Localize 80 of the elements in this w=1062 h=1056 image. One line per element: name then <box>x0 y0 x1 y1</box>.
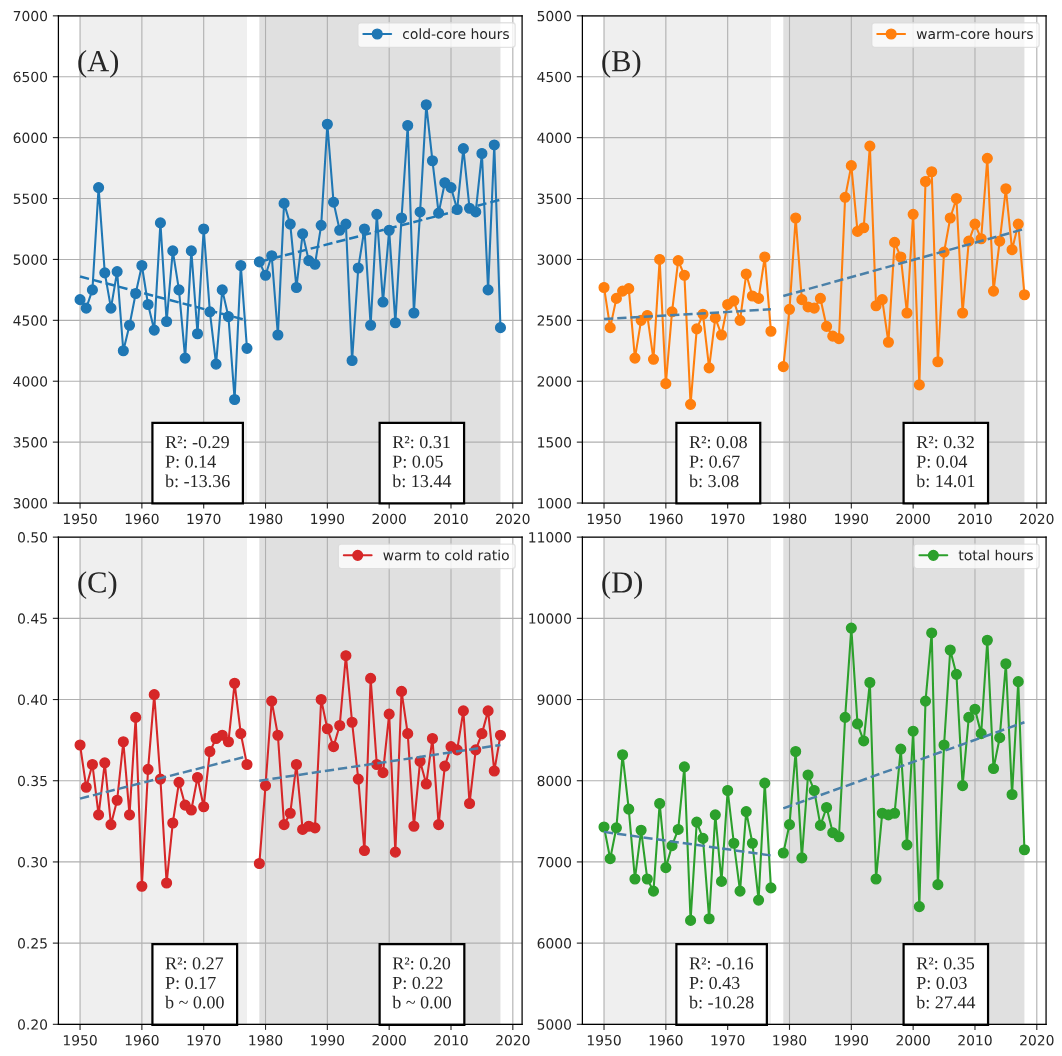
y-tick-label: 5500 <box>13 193 48 205</box>
x-tick-label: 1980 <box>249 513 283 525</box>
x-tick-label: 1980 <box>773 513 807 525</box>
annotation: R²: 0.08 P: 0.67 b: 3.08 <box>689 435 747 488</box>
x-tick-label: 1980 <box>249 1034 283 1046</box>
y-tick-label: 0.30 <box>17 856 48 868</box>
x-tick-label: 2010 <box>958 1034 992 1046</box>
annotation: R²: 0.31 P: 0.05 b: 13.44 <box>392 435 452 488</box>
annotation: R²: 0.20 P: 0.22 b ~ 0.00 <box>392 957 451 1009</box>
x-tick-label: 1950 <box>63 513 97 525</box>
x-tick-label: 2010 <box>958 513 992 525</box>
legend-label: warm-core hours <box>916 28 1033 40</box>
y-tick-label: 4000 <box>537 132 572 144</box>
annotation: R²: 0.32 P: 0.04 b: 14.01 <box>916 435 975 488</box>
legend-label: cold-core hours <box>403 28 509 40</box>
y-tick-label: 4000 <box>13 376 48 387</box>
x-tick-label: 1970 <box>187 1034 221 1046</box>
x-tick-label: 1990 <box>311 1034 345 1046</box>
y-tick-label: 0.50 <box>17 532 48 543</box>
x-tick-label: 2020 <box>1020 513 1054 525</box>
y-tick-label: 0.25 <box>17 938 47 949</box>
x-tick-label: 1990 <box>835 513 869 525</box>
y-tick-label: 3500 <box>537 193 572 205</box>
annotation: (D) <box>602 571 642 599</box>
x-tick-label: 2010 <box>434 513 468 525</box>
x-tick-label: 2000 <box>372 1034 406 1046</box>
x-tick-label: 2020 <box>496 513 530 525</box>
x-tick-label: 1960 <box>649 513 683 525</box>
x-tick-label: 1960 <box>125 513 159 525</box>
y-tick-label: 1000 <box>538 498 572 509</box>
y-tick-label: 0.20 <box>17 1019 48 1030</box>
x-tick-label: 2020 <box>496 1034 530 1046</box>
x-tick-label: 2000 <box>896 1034 930 1046</box>
x-tick-label: 2000 <box>372 513 406 525</box>
y-tick-label: 5000 <box>13 254 48 265</box>
annotation: (B) <box>602 49 641 78</box>
x-tick-label: 1960 <box>649 1034 683 1046</box>
x-tick-label: 1950 <box>63 1034 97 1046</box>
x-tick-label: 2000 <box>896 513 930 525</box>
x-tick-label: 2020 <box>1020 1034 1054 1046</box>
x-tick-label: 1970 <box>187 513 221 525</box>
y-tick-label: 10000 <box>529 613 572 624</box>
annotation: R²: -0.29 P: 0.14 b: -13.36 <box>165 435 230 488</box>
y-tick-label: 6500 <box>13 71 48 83</box>
x-tick-label: 1950 <box>587 1034 621 1046</box>
annotation: (A) <box>78 49 119 78</box>
y-tick-label: 0.45 <box>17 613 47 624</box>
y-tick-label: 5000 <box>537 10 572 22</box>
annotation: (C) <box>78 571 117 599</box>
y-tick-label: 3500 <box>13 437 48 448</box>
y-tick-label: 3000 <box>13 498 48 509</box>
x-tick-label: 1980 <box>773 1034 807 1046</box>
x-tick-label: 1950 <box>587 513 621 525</box>
y-tick-label: 6000 <box>13 132 48 144</box>
x-tick-label: 1970 <box>711 1034 745 1046</box>
y-tick-label: 3000 <box>537 254 572 265</box>
y-tick-label: 6000 <box>537 938 572 949</box>
legend-label: total hours <box>958 549 1033 561</box>
y-tick-label: 7000 <box>537 856 572 868</box>
y-tick-label: 0.35 <box>17 775 47 787</box>
y-tick-label: 1500 <box>538 437 572 448</box>
x-tick-label: 2010 <box>434 1034 468 1046</box>
y-tick-label: 2500 <box>537 315 572 326</box>
y-tick-label: 5000 <box>537 1019 572 1030</box>
y-tick-label: 4500 <box>13 315 48 326</box>
y-tick-label: 8000 <box>537 775 572 787</box>
y-tick-label: 4500 <box>537 71 572 83</box>
y-tick-label: 0.40 <box>17 694 48 705</box>
y-tick-label: 11000 <box>529 532 572 543</box>
legend-label: warm to cold ratio <box>383 549 509 561</box>
x-tick-label: 1990 <box>835 1034 869 1046</box>
annotation: R²: -0.16 P: 0.43 b: -10.28 <box>689 957 754 1009</box>
x-tick-label: 1970 <box>711 513 745 525</box>
annotation: R²: 0.27 P: 0.17 b ~ 0.00 <box>165 957 224 1009</box>
y-tick-label: 7000 <box>13 10 48 22</box>
y-tick-label: 2000 <box>537 376 572 387</box>
annotation: R²: 0.35 P: 0.03 b: 27.44 <box>916 957 976 1009</box>
y-tick-label: 9000 <box>537 694 572 705</box>
x-tick-label: 1990 <box>311 513 345 525</box>
x-tick-label: 1960 <box>125 1034 159 1046</box>
